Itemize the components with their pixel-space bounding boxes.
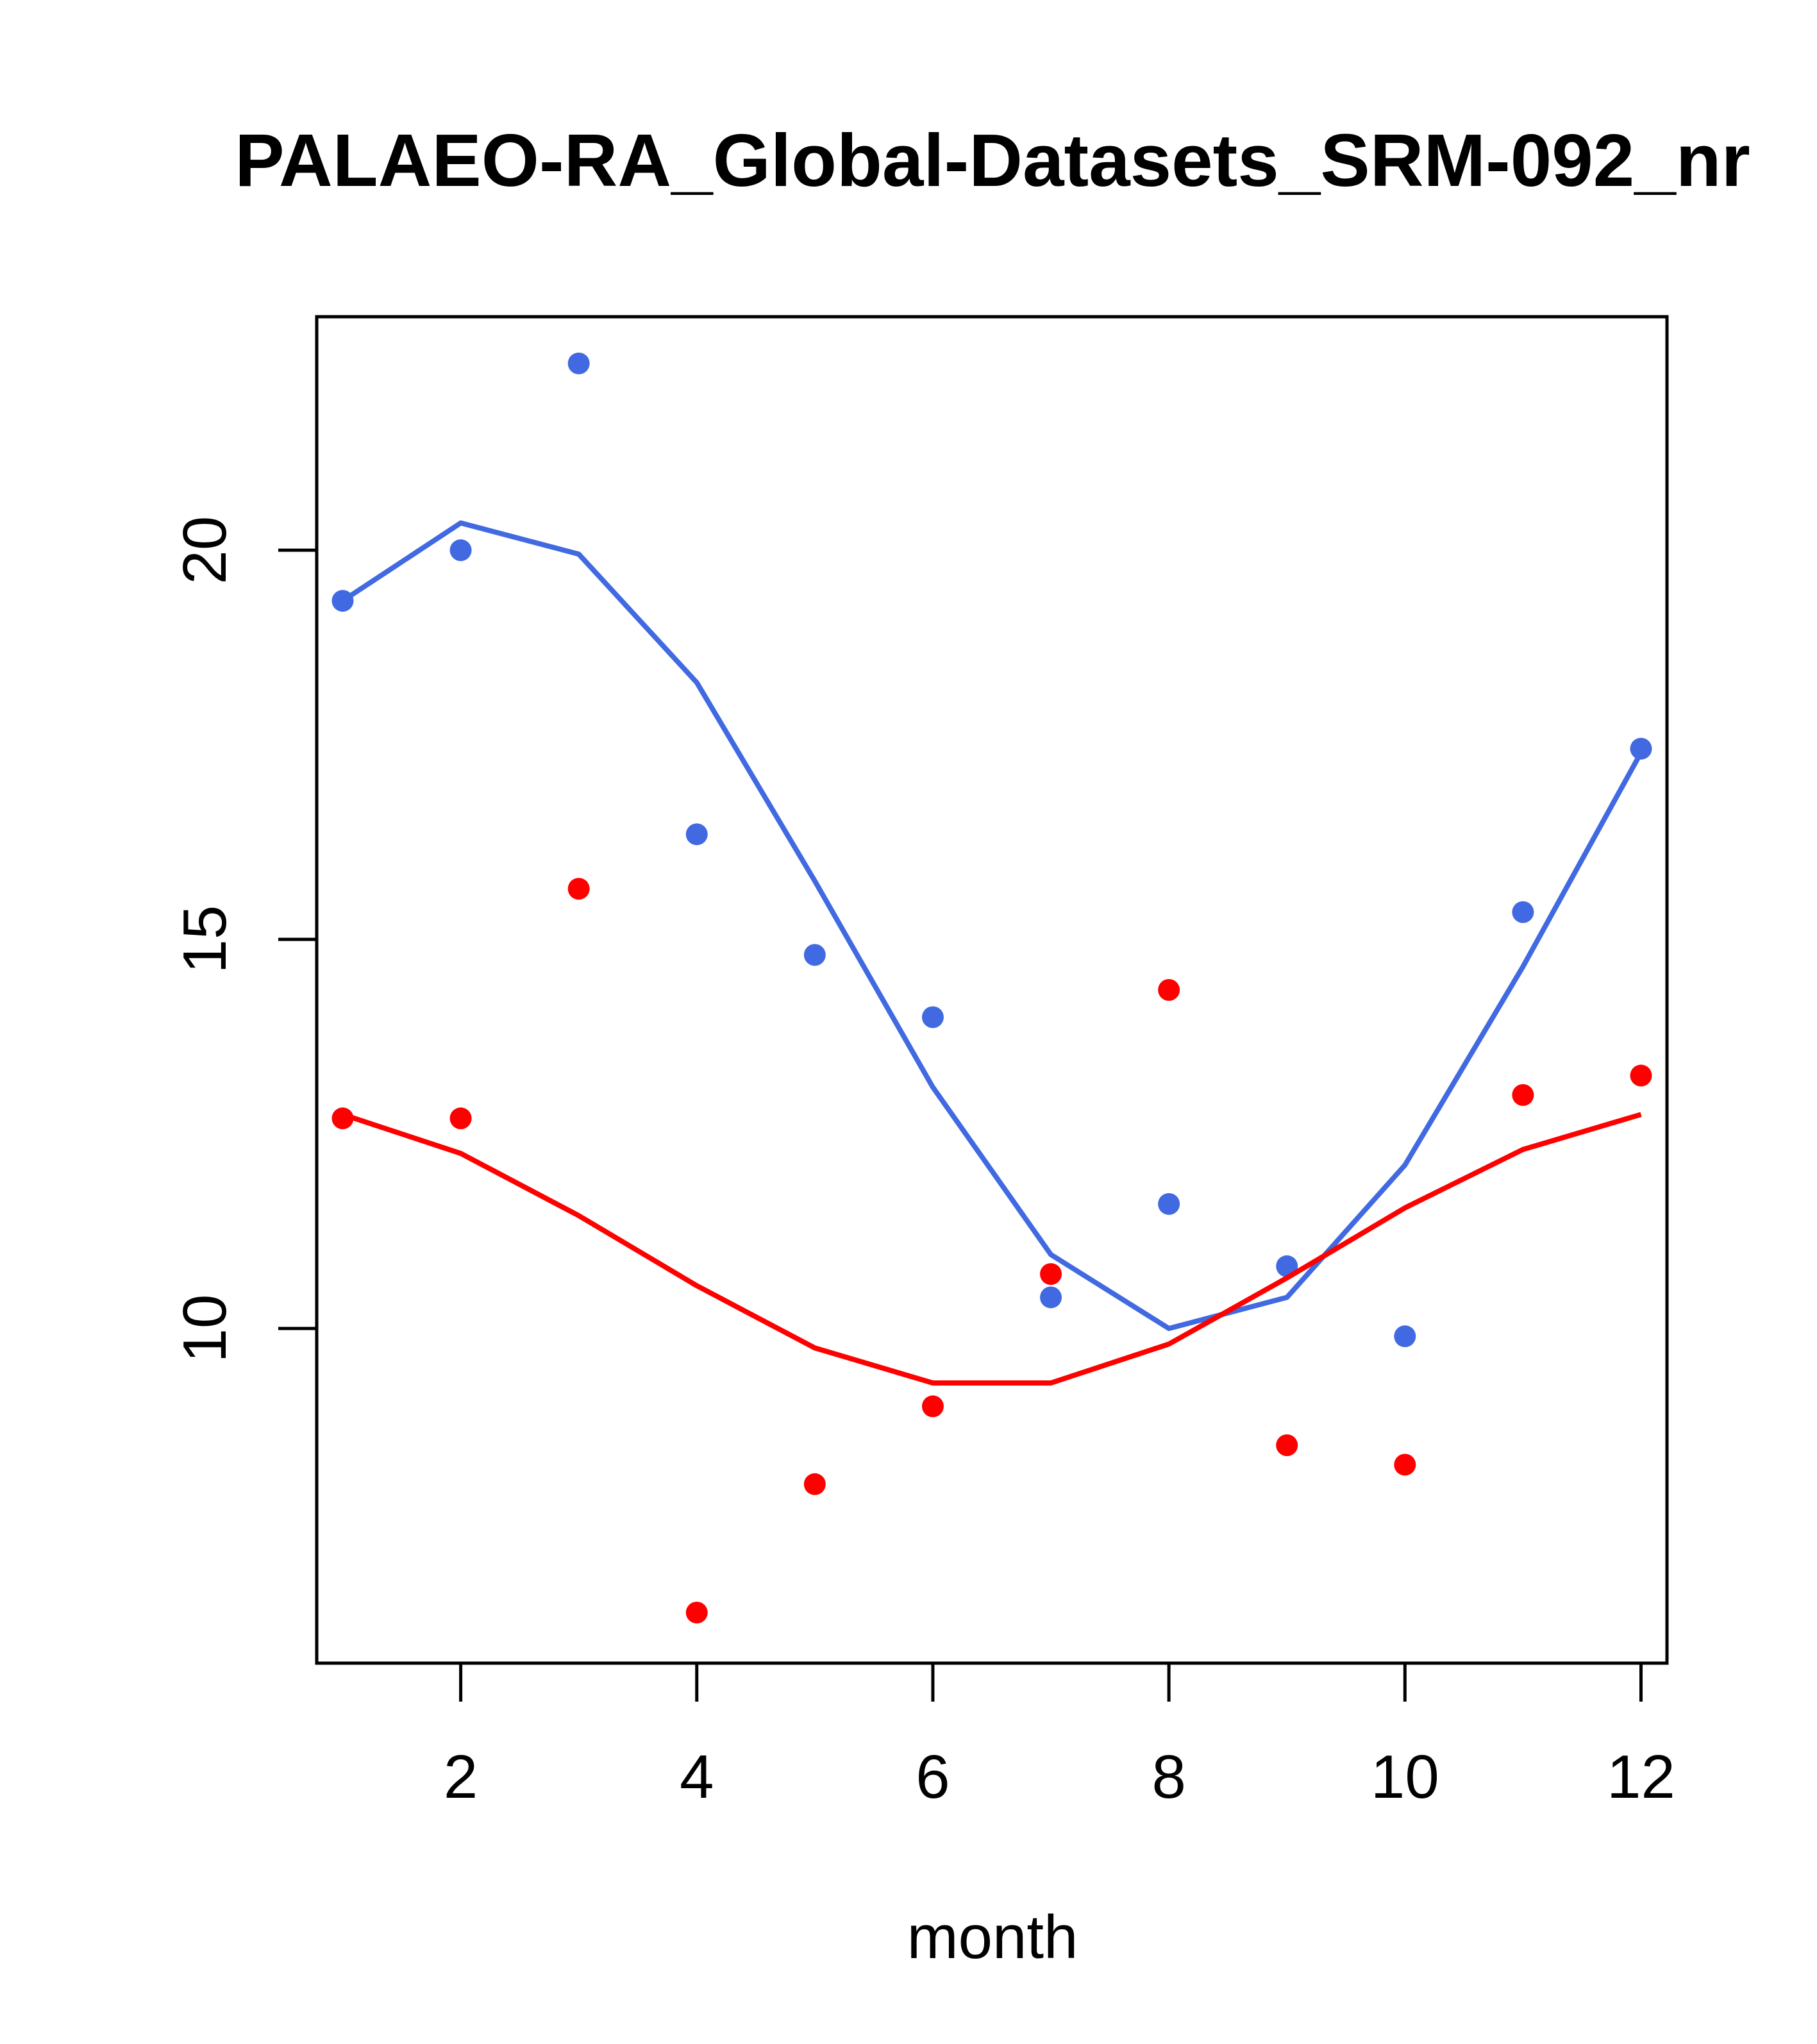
data-point xyxy=(685,823,708,846)
data-point xyxy=(1040,1263,1062,1286)
series-layer xyxy=(331,352,1652,1624)
plot-frame xyxy=(315,315,1669,1665)
data-point xyxy=(685,1602,708,1624)
data-point xyxy=(567,878,590,900)
data-point xyxy=(1630,1064,1652,1087)
data-point xyxy=(331,1107,354,1130)
red-line-path xyxy=(342,1112,1642,1386)
data-point xyxy=(567,352,590,374)
x-axis-label: month xyxy=(907,1903,1078,1972)
y-axis: 10 15 20 xyxy=(171,516,319,1363)
x-axis: 2 4 6 8 10 12 xyxy=(444,1661,1675,1811)
data-point xyxy=(1158,979,1180,1001)
data-point xyxy=(803,1473,826,1495)
data-point xyxy=(1276,1434,1298,1457)
data-point xyxy=(921,1395,944,1418)
blue-points xyxy=(331,352,1652,1348)
y-tick-label: 10 xyxy=(171,1294,239,1363)
chart-title: PALAEO-RA_Global-Datasets_SRM-092_nr xyxy=(235,119,1750,202)
x-tick-label: 10 xyxy=(1371,1743,1439,1811)
x-tick-label: 6 xyxy=(916,1743,950,1811)
red-line xyxy=(342,1112,1642,1386)
x-tick-label: 2 xyxy=(444,1743,478,1811)
y-tick-label: 15 xyxy=(171,905,239,974)
data-point xyxy=(1276,1255,1298,1277)
red-points xyxy=(331,878,1652,1624)
x-tick-label: 4 xyxy=(680,1743,714,1811)
x-tick-label: 12 xyxy=(1607,1743,1675,1811)
data-point xyxy=(449,1107,472,1130)
blue-line-path xyxy=(341,520,1644,1332)
x-tick-label: 8 xyxy=(1151,1743,1185,1811)
data-point xyxy=(1040,1286,1062,1309)
data-point xyxy=(1394,1325,1416,1348)
blue-line xyxy=(341,520,1644,1332)
data-point xyxy=(449,539,472,562)
data-point xyxy=(803,944,826,966)
data-point xyxy=(1158,1193,1180,1215)
y-tick-label: 20 xyxy=(171,516,239,585)
data-point xyxy=(1512,901,1534,923)
data-point xyxy=(1630,737,1652,760)
data-point xyxy=(921,1006,944,1028)
data-point xyxy=(1394,1453,1416,1476)
data-point xyxy=(1512,1084,1534,1106)
